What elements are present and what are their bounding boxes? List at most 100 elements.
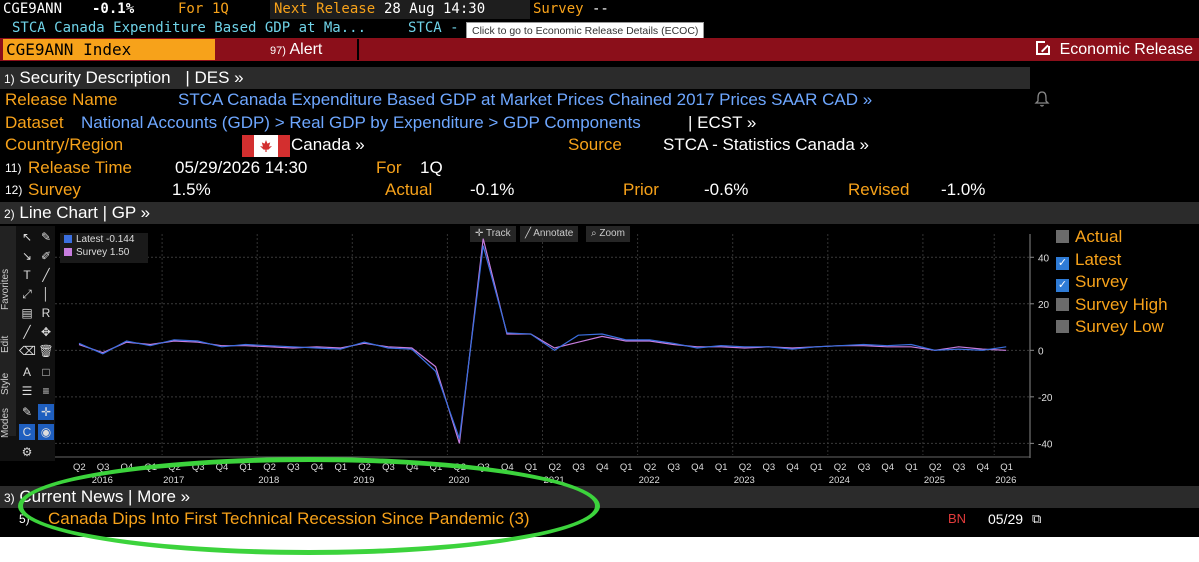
series-survey-high[interactable]: Survey High [1056, 294, 1168, 317]
series-latest[interactable]: ✓ Latest [1056, 249, 1168, 272]
y-tick-label: -40 [1038, 439, 1053, 450]
text-tool-icon[interactable]: T [23, 268, 31, 282]
section-line-chart[interactable]: 2) Line Chart | GP » [0, 202, 1199, 224]
move-icon[interactable]: ✥ [40, 325, 52, 339]
cursor-icon[interactable]: ↘ [21, 249, 33, 263]
country-value[interactable]: Canada » [291, 135, 365, 154]
shape-icon[interactable]: ╱ [23, 325, 31, 339]
y-tick-label: 40 [1038, 253, 1050, 264]
survey-label-row[interactable]: Survey [28, 180, 81, 199]
release-time-num: 11) [5, 161, 22, 175]
vertical-line-icon[interactable]: │ [42, 287, 50, 301]
legend-latest-name: Latest [76, 234, 104, 245]
style-pen-icon[interactable]: A [22, 365, 31, 379]
tab-favorites[interactable]: Favorites [0, 268, 11, 310]
for-value: 1Q [420, 158, 443, 177]
line-tool-icon[interactable]: ╱ [42, 268, 50, 282]
settings-gear-icon[interactable]: ⚙ [21, 445, 33, 459]
series-latest-label: Latest [1075, 249, 1122, 269]
track-icon: ✛ [475, 228, 486, 239]
alert-label: Alert [289, 41, 323, 58]
checkbox-survey-high[interactable] [1056, 297, 1069, 311]
series-survey-low[interactable]: Survey Low [1056, 316, 1168, 339]
x-quarter-label: Q3 [858, 462, 871, 473]
color-icon[interactable]: ◉ [38, 424, 54, 440]
legend-survey-name: Survey [76, 247, 108, 258]
series-actual[interactable]: Actual [1056, 226, 1168, 249]
series-selector: Actual ✓ Latest ✓ Survey Survey High Surve… [1056, 226, 1168, 339]
ticker-for-label: For [178, 1, 204, 17]
ticker-source[interactable]: STCA - [408, 20, 459, 36]
legend-survey: Survey 1.50 [60, 246, 148, 259]
bell-icon[interactable] [1034, 90, 1050, 108]
square-icon[interactable]: □ [42, 365, 50, 379]
edit-mode-icon[interactable]: ✎ [21, 405, 33, 419]
release-time-label[interactable]: Release Time [28, 158, 132, 177]
ticker-value: -0.1% [92, 1, 135, 17]
series-line-latest [78, 245, 1007, 439]
x-quarter-label: Q1 [1000, 462, 1013, 473]
trend-line-icon[interactable]: ⤢ [22, 287, 32, 301]
x-year-label: 2026 [995, 475, 1016, 486]
alert-button[interactable]: 97) Alert [217, 39, 359, 60]
release-name-label: Release Name [5, 90, 118, 109]
x-quarter-label: Q4 [976, 462, 989, 473]
annotate-label: Annotate [533, 228, 574, 239]
x-quarter-label: Q1 [525, 462, 538, 473]
eraser-icon[interactable]: ⌫ [19, 344, 36, 358]
draw-icon[interactable]: ✎ [40, 230, 52, 244]
dataset-path[interactable]: National Accounts (GDP) > Real GDP by Ex… [81, 113, 641, 132]
x-quarter-label: Q4 [596, 462, 609, 473]
index-field[interactable]: CGE9ANN Index [3, 39, 215, 60]
survey-value: -- [592, 1, 609, 17]
x-quarter-label: Q2 [929, 462, 942, 473]
x-quarter-label: Q2 [834, 462, 847, 473]
x-year-label: 2022 [639, 475, 660, 486]
ticker-for-value: 1Q [212, 1, 229, 17]
channel-icon[interactable]: ▤ [21, 306, 33, 320]
x-quarter-label: Q2 [73, 462, 86, 473]
checkbox-survey[interactable]: ✓ [1056, 279, 1069, 292]
checkbox-actual[interactable] [1056, 230, 1069, 243]
news-num: 5) [19, 512, 30, 526]
line-width-icon[interactable]: ≡ [42, 384, 50, 398]
source-value[interactable]: STCA - Statistics Canada » [663, 135, 869, 154]
tab-edit[interactable]: Edit [0, 335, 11, 353]
tab-modes[interactable]: Modes [0, 408, 11, 439]
line-chart[interactable]: 40 20 0 -20 -40 Q2 Q3 Q4 Q1 Q2 Q3 Q4 Q1 Q2 Q3 Q4 Q1 Q2 Q3 Q… [55, 226, 1055, 488]
series-line-survey [78, 238, 1007, 444]
terminal-window: CGE9ANN -0.1% For 1Q Next Release 28 Aug… [0, 0, 1199, 537]
zoom-button[interactable]: ⌕ Zoom [586, 226, 630, 242]
line-style-icon[interactable]: ☰ [21, 384, 33, 398]
zoom-icon: ⌕ [591, 228, 600, 239]
crosshair-icon[interactable]: ✛ [38, 404, 54, 420]
actual-value: -0.1% [470, 180, 515, 199]
pen-icon[interactable]: ✐ [40, 249, 52, 263]
survey-swatch [64, 248, 72, 257]
track-button[interactable]: ✛ Track [470, 226, 516, 242]
tab-style[interactable]: Style [0, 372, 11, 396]
zoom-label: Zoom [599, 228, 625, 239]
news-source: BN [948, 511, 967, 526]
news-stack-icon[interactable]: ⧉ [1032, 511, 1042, 526]
x-quarter-label: Q1 [905, 462, 918, 473]
checkbox-latest[interactable]: ✓ [1056, 256, 1069, 270]
ticker-subtitle[interactable]: STCA Canada Expenditure Based GDP at Ma.… [12, 20, 367, 36]
dataset-code[interactable]: | ECST » [688, 113, 757, 132]
survey-value-row: 1.5% [172, 180, 211, 199]
series-survey[interactable]: ✓ Survey [1056, 271, 1168, 294]
x-quarter-label: Q2 [549, 462, 562, 473]
checkbox-survey-low[interactable] [1056, 320, 1069, 333]
snap-icon[interactable]: C [19, 424, 35, 440]
external-link-icon [1035, 40, 1051, 55]
x-quarter-label: Q4 [786, 462, 799, 473]
release-name-value[interactable]: STCA Canada Expenditure Based GDP at Mar… [178, 90, 873, 109]
trash-icon[interactable]: 🗑 [38, 344, 54, 358]
economic-release-link[interactable]: Economic Release [1035, 39, 1193, 60]
pointer-icon[interactable]: ↖ [21, 230, 33, 244]
x-year-label: 2024 [829, 475, 850, 486]
country-label: Country/Region [5, 135, 124, 154]
annotate-button[interactable]: ╱ Annotate [520, 226, 579, 242]
ruler-icon[interactable]: R [41, 306, 51, 320]
section-security-description[interactable]: 1) Security Description | DES » [0, 67, 1030, 89]
